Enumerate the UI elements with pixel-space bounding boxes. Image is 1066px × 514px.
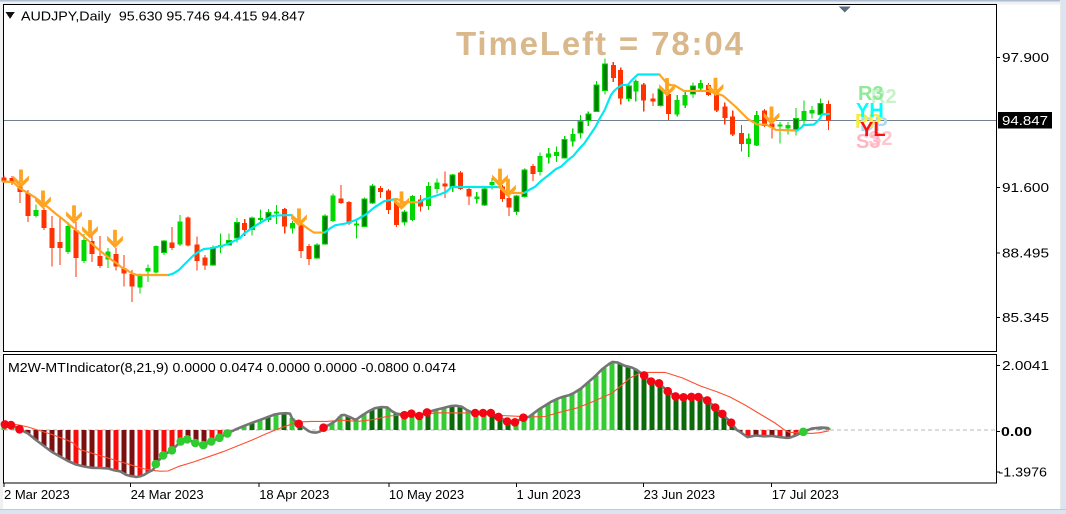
svg-text:S2: S2 <box>868 128 892 150</box>
svg-text:88.495: 88.495 <box>1002 246 1049 261</box>
svg-text:24 Mar 2023: 24 Mar 2023 <box>131 487 204 502</box>
svg-text:97.900: 97.900 <box>1002 50 1049 65</box>
svg-text:10 May 2023: 10 May 2023 <box>389 487 464 502</box>
svg-text:-1.3976: -1.3976 <box>999 465 1048 480</box>
svg-text:91.600: 91.600 <box>1002 180 1049 195</box>
svg-text:YL: YL <box>860 119 886 141</box>
svg-text:YH: YH <box>856 100 884 122</box>
svg-text:2.0041: 2.0041 <box>1002 358 1049 373</box>
svg-text:R3: R3 <box>858 83 884 105</box>
svg-text:0.00: 0.00 <box>1001 424 1032 439</box>
svg-text:R2: R2 <box>871 86 897 108</box>
svg-text:S3: S3 <box>856 131 880 153</box>
svg-text:2 Mar 2023: 2 Mar 2023 <box>4 487 70 502</box>
svg-text:17 Jul 2023: 17 Jul 2023 <box>772 487 839 502</box>
svg-text:AUDJPY,Daily 95.630 95.746 94: AUDJPY,Daily 95.630 95.746 94.415 94.847 <box>21 9 305 24</box>
svg-text:M2W-MTIndicator(8,21,9) 0.0000: M2W-MTIndicator(8,21,9) 0.0000 0.0474 0.… <box>8 361 456 375</box>
svg-text:PP: PP <box>855 111 882 133</box>
svg-text:1 Jun 2023: 1 Jun 2023 <box>517 487 581 502</box>
svg-text:TimeLeft = 78:04: TimeLeft = 78:04 <box>456 25 744 62</box>
svg-text:DP: DP <box>860 114 888 136</box>
svg-text:85.345: 85.345 <box>1002 310 1049 325</box>
svg-text:94.847: 94.847 <box>1002 113 1048 128</box>
svg-text:23 Jun 2023: 23 Jun 2023 <box>644 487 716 502</box>
svg-text:18 Apr 2023: 18 Apr 2023 <box>259 487 329 502</box>
